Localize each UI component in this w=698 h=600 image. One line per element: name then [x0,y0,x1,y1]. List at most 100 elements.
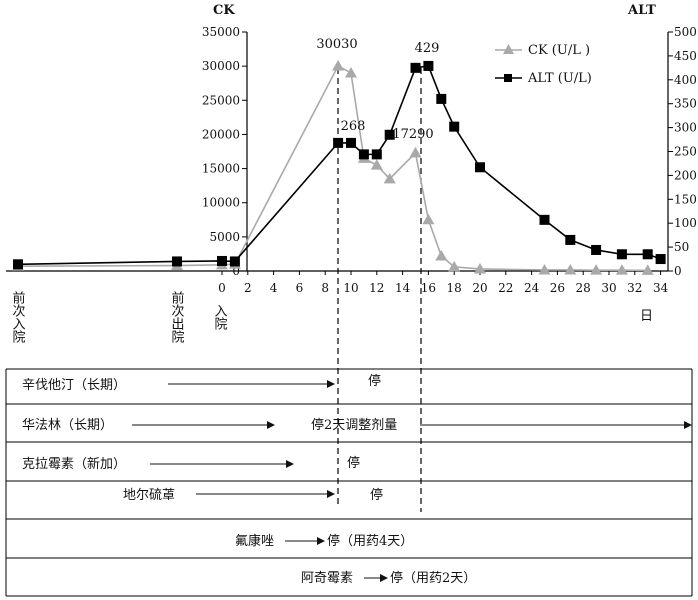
left-axis-title: CK [213,3,235,18]
annotation-ck-peak: 30030 [316,37,357,52]
ck-point [370,159,383,170]
alt-point [13,259,23,270]
alt-point [539,214,550,225]
right-y-tick-label: 250 [674,145,697,159]
right-y-tick-label: 100 [674,216,697,230]
x-tick-label: 28 [576,281,591,295]
right-axis-title: ALT [627,3,656,18]
right-y-ticks: 0 50 100 150 200 250 300 350 400 450 500 [668,25,697,278]
left-y-tick-label: 15000 [202,162,240,176]
ck-point [641,264,654,275]
x-tick-label: 34 [653,281,669,295]
x-label-previous-admission: 前次入院 [10,290,26,343]
drug-name-azithromycin: 阿奇霉素 [301,570,353,586]
alt-point [423,60,434,71]
x-tick-label: 2 [244,281,252,295]
x-tick-label: 10 [343,281,358,295]
alt-point [346,137,356,148]
x-label-admission: 入院 [212,304,228,330]
drug-name-clarithromycin: 克拉霉素（新加） [22,456,126,472]
left-y-tick-label: 5000 [209,230,240,244]
x-tick-label: 4 [270,281,278,295]
left-y-tick-label: 30000 [202,59,240,73]
ck-point [590,264,603,275]
x-tick-label: 6 [296,281,304,295]
x-tick-label: 18 [447,281,462,295]
drug-status-clarithromycin: 停 [347,455,360,471]
alt-point [449,121,460,132]
left-y-tick-label: 20000 [202,127,240,141]
x-unit-label: 日 [640,309,653,324]
annotation-alt-peak: 429 [415,41,440,56]
drug-status-diltiazem: 停 [370,487,383,503]
alt-point [333,137,344,148]
left-y-tick-label: 25000 [202,93,240,107]
right-y-tick-label: 200 [674,168,697,182]
right-y-tick-label: 450 [674,49,697,63]
right-y-tick-label: 300 [674,121,697,135]
drug-name-simvastatin: 辛伐他汀（长期） [22,378,126,393]
x-tick-label: 24 [524,281,540,295]
ck-point [383,172,396,184]
left-y-tick-label: 0 [232,264,240,278]
x-tick-label: 8 [321,281,329,295]
x-tick-label: 12 [369,281,384,295]
x-tick-label: 32 [627,281,642,295]
right-y-tick-label: 500 [674,25,697,39]
ck-point [538,263,551,275]
ck-line [17,64,648,272]
x-tick-label: 26 [550,281,565,295]
alt-point [616,249,627,260]
drug-status-azithromycin: 停（用药2天） [390,570,476,586]
x-tick-label: 30 [601,281,616,295]
ck-point [332,59,345,71]
left-y-ticks: 0 5000 10000 15000 20000 25000 30000 35000 [202,25,247,278]
right-y-tick-label: 0 [674,264,682,278]
ck-point [564,263,577,275]
legend-alt-label: ALT (U/L) [527,71,592,86]
right-y-tick-label: 150 [674,192,697,206]
legend-ck-marker [503,44,514,54]
alt-point [642,249,653,260]
left-y-tick-label: 10000 [202,196,240,210]
alt-point [565,234,576,245]
x-ticks: 0 2 4 6 8 10 12 14 16 18 20 22 24 26 28 30 32 34 [218,271,669,295]
alt-point [591,244,602,255]
alt-point [229,256,240,267]
drug-status-simvastatin: 停 [368,373,381,389]
legend: CK (U/L ) ALT (U/L) [495,43,592,86]
series-alt [13,60,666,270]
legend-alt-marker [504,74,512,82]
alt-point [655,254,666,265]
x-tick-label: 16 [421,281,436,295]
series-ck [12,59,654,275]
alt-point [410,62,421,73]
drug-name-diltiazem: 地尔硫䓬 [123,488,175,503]
drug-status-fluconazole: 停（用药4天） [327,533,413,549]
alt-point [475,162,485,173]
alt-point [384,129,395,140]
right-y-tick-label: 400 [674,73,697,87]
alt-point [358,149,369,160]
annotation-alt-day9: 268 [341,119,366,134]
right-y-tick-label: 350 [674,97,697,111]
annotation-ck-day15: 17290 [392,127,433,142]
ck-point [474,262,486,274]
drug-name-warfarin: 华法林（长期） [22,418,113,433]
alt-point [217,255,227,266]
alt-point [436,93,447,104]
ck-point [422,213,435,225]
drug-table: 辛伐他汀（长期） 停 华法林（长期） 停2天调整剂量 克拉霉素（新加） 停 地尔… [5,368,693,597]
x-tick-label: 0 [218,281,226,295]
x-tick-label: 14 [395,281,411,295]
left-y-tick-label: 35000 [202,25,240,39]
x-tick-label: 22 [498,281,513,295]
alt-point [371,149,382,160]
ck-point [448,260,461,272]
drug-name-fluconazole: 氟康唑 [235,533,274,549]
drug-status-warfarin: 停2天调整剂量 [311,417,397,433]
ck-point [345,66,357,78]
ck-point [409,146,422,158]
